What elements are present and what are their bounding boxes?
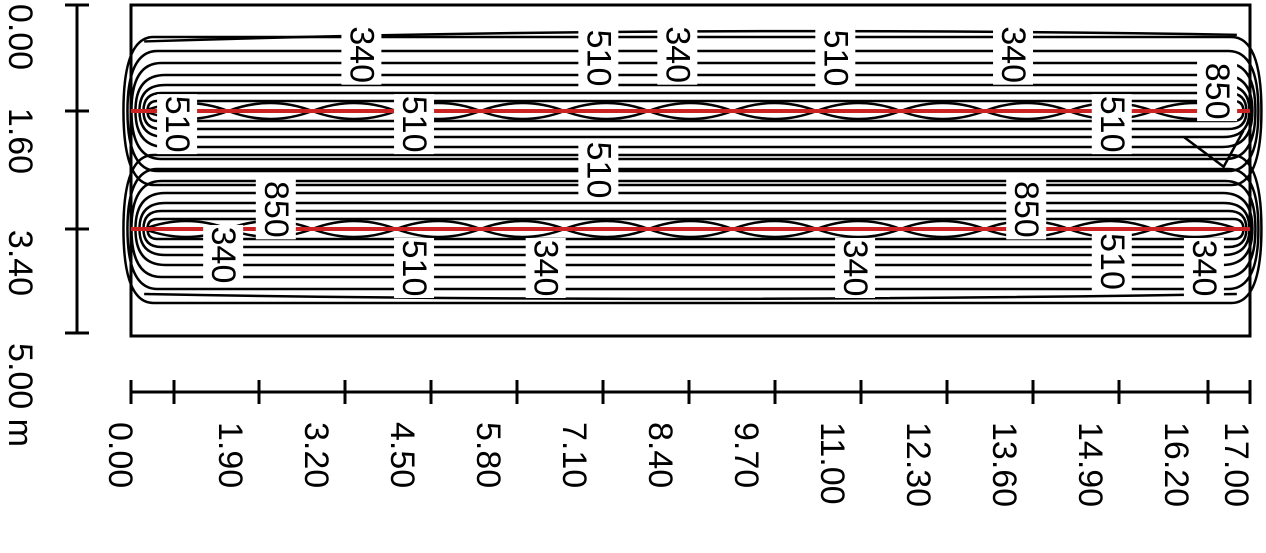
contour-label: 340	[836, 240, 874, 297]
x-axis-tick-label: 0.00	[101, 422, 139, 488]
contour-outer-bottom	[144, 292, 1237, 301]
x-axis-tick-label: 8.40	[641, 422, 679, 488]
x-axis-tick-label: 4.50	[383, 422, 421, 488]
contour-band	[130, 61, 1257, 161]
contour-label-halo	[1197, 61, 1238, 122]
y-axis-tick-label: 5.00 m	[1, 343, 39, 447]
contour-label: 340	[1185, 240, 1223, 297]
x-axis-tick-label: 5.80	[469, 422, 507, 488]
contour-label: 510	[816, 30, 854, 87]
y-axis-tick-label: 0.00	[1, 4, 39, 70]
x-axis-tick-label: 11.00	[813, 422, 851, 505]
contour-label: 340	[994, 26, 1032, 83]
contour-label: 510	[579, 142, 617, 199]
contour-label-halo	[657, 24, 698, 85]
contour-label: 510	[1093, 96, 1131, 153]
contour-band	[142, 91, 1248, 131]
x-axis-tick-label: 13.60	[985, 422, 1023, 507]
x-axis-tick-label: 7.10	[555, 422, 593, 488]
contour-band	[142, 209, 1248, 249]
contour-label: 850	[1198, 63, 1236, 120]
x-axis-tick-label: 14.90	[1071, 422, 1109, 507]
contour-label-halo	[1091, 94, 1132, 155]
contour-label-halo	[578, 28, 619, 88]
contour-band	[130, 179, 1257, 279]
luminaire-rows	[131, 109, 1250, 231]
contour-band	[122, 153, 1263, 305]
contour-band	[138, 83, 1251, 139]
contour-label-halo	[1183, 238, 1224, 298]
contour-label: 850	[1007, 181, 1045, 238]
contour-band	[122, 35, 1263, 187]
x-axis-tick-label: 12.30	[899, 422, 937, 507]
contour-label: 510	[579, 30, 617, 87]
contour-label: 510	[158, 96, 196, 153]
contour-label-halo	[1091, 231, 1132, 292]
contour-label-halo	[394, 94, 435, 155]
contour-band	[126, 167, 1260, 291]
contour-label-halo	[203, 225, 244, 285]
y-axis-tick-label: 3.40	[1, 230, 39, 296]
contour-label-halo	[578, 140, 619, 200]
contour-label-halo	[341, 24, 382, 85]
contour-notch	[1183, 130, 1245, 169]
contour-label: 340	[527, 240, 565, 297]
contour-label: 340	[204, 227, 242, 284]
contour-label-halo	[255, 179, 296, 240]
contour-label: 510	[1093, 233, 1131, 290]
contour-label: 340	[342, 26, 380, 83]
contour-label-halo	[835, 238, 876, 298]
contour-label-halo	[525, 238, 566, 298]
contour-band	[146, 217, 1245, 241]
x-axis-tick-label: 17.00	[1217, 422, 1255, 507]
contour-label-halo	[815, 28, 856, 88]
contour-label: 850	[257, 181, 295, 238]
y-axis-tick-label: 1.60	[1, 108, 39, 174]
contour-label-halo	[157, 94, 198, 155]
contour-label-halo	[1006, 179, 1047, 240]
contour-label-halo	[394, 238, 435, 298]
x-axis-tick-label: 9.70	[727, 422, 765, 488]
contour-label: 510	[395, 96, 433, 153]
x-axis-tick-label: 3.20	[297, 422, 335, 488]
contour-label: 340	[658, 26, 696, 83]
x-axis: 0.00 1.90 3.20 4.50 5.80 7.10 8.40 9.70 11.00 12.…	[101, 380, 1255, 507]
contour-label: 510	[395, 240, 433, 297]
contour-labels: 340 510 340 510 340 850 510 510 510 510 850 850 340 5…	[157, 24, 1238, 298]
x-axis-tick-label: 16.20	[1157, 422, 1195, 507]
contour-band	[126, 49, 1260, 173]
contour-band	[134, 73, 1254, 149]
contour-label-halo	[993, 24, 1034, 85]
y-axis: 0.00 1.60 3.40 5.00 m	[1, 3, 89, 447]
x-axis-tick-label: 1.90	[211, 422, 249, 488]
